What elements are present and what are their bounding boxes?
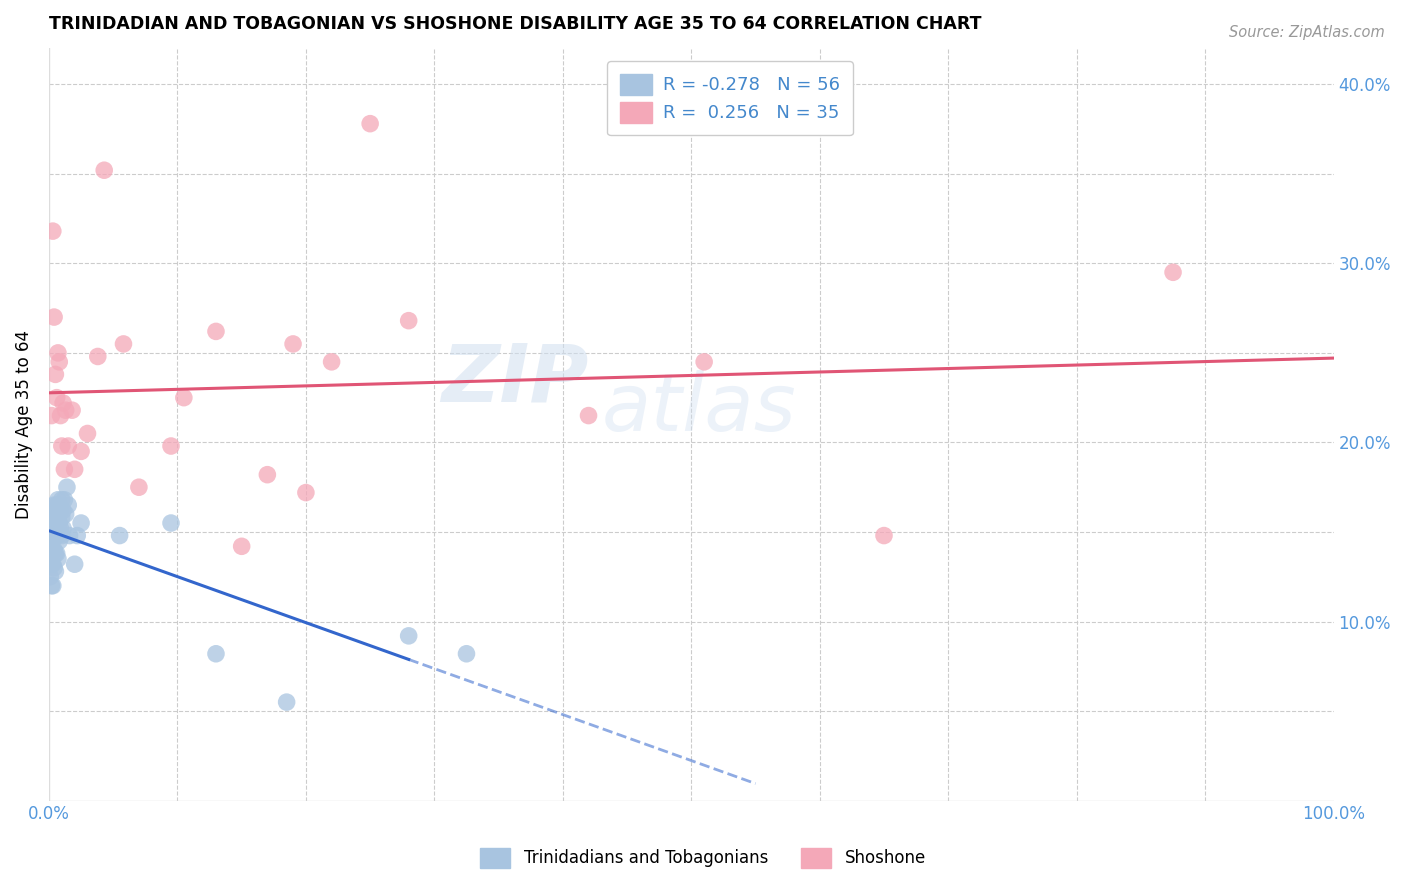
Point — [112, 337, 135, 351]
Point — [56, 480, 79, 494]
Text: atlas: atlas — [602, 370, 796, 449]
Point — [1161, 265, 1184, 279]
Point — [45, 528, 67, 542]
Point — [46, 510, 69, 524]
Point — [51, 492, 73, 507]
Point — [58, 439, 80, 453]
Point — [48, 533, 70, 548]
Point — [42, 542, 65, 557]
Point — [44, 565, 66, 579]
Point — [63, 558, 86, 572]
Point — [49, 409, 72, 423]
Point — [173, 391, 195, 405]
Point — [39, 533, 62, 548]
Point — [160, 516, 183, 530]
Text: Source: ZipAtlas.com: Source: ZipAtlas.com — [1229, 25, 1385, 40]
Point — [205, 647, 228, 661]
Point — [66, 528, 89, 542]
Point — [41, 516, 63, 530]
Y-axis label: Disability Age 35 to 64: Disability Age 35 to 64 — [15, 330, 32, 519]
Point — [45, 546, 67, 560]
Point — [42, 507, 65, 521]
Point — [44, 546, 66, 560]
Point — [46, 528, 69, 542]
Point — [873, 528, 896, 542]
Point — [231, 539, 253, 553]
Point — [321, 355, 343, 369]
Point — [108, 528, 131, 542]
Point — [76, 426, 98, 441]
Point — [160, 439, 183, 453]
Text: ZIP: ZIP — [441, 341, 589, 418]
Point — [44, 516, 66, 530]
Point — [51, 528, 73, 542]
Point — [53, 492, 76, 507]
Point — [41, 409, 63, 423]
Point — [276, 695, 298, 709]
Point — [51, 510, 73, 524]
Point — [39, 552, 62, 566]
Point — [42, 224, 65, 238]
Point — [52, 521, 75, 535]
Point — [93, 163, 115, 178]
Legend: R = -0.278   N = 56, R =  0.256   N = 35: R = -0.278 N = 56, R = 0.256 N = 35 — [607, 62, 852, 136]
Point — [359, 117, 381, 131]
Point — [48, 516, 70, 530]
Point — [46, 492, 69, 507]
Point — [42, 528, 65, 542]
Point — [58, 498, 80, 512]
Point — [63, 462, 86, 476]
Point — [48, 498, 70, 512]
Point — [52, 503, 75, 517]
Point — [41, 528, 63, 542]
Point — [48, 355, 70, 369]
Point — [70, 516, 93, 530]
Point — [42, 558, 65, 572]
Point — [49, 521, 72, 535]
Point — [41, 542, 63, 557]
Point — [52, 396, 75, 410]
Point — [49, 503, 72, 517]
Point — [39, 570, 62, 584]
Text: TRINIDADIAN AND TOBAGONIAN VS SHOSHONE DISABILITY AGE 35 TO 64 CORRELATION CHART: TRINIDADIAN AND TOBAGONIAN VS SHOSHONE D… — [49, 15, 981, 33]
Point — [53, 462, 76, 476]
Point — [44, 503, 66, 517]
Point — [398, 313, 420, 327]
Point — [42, 542, 65, 557]
Point — [281, 337, 304, 351]
Point — [693, 355, 716, 369]
Point — [46, 346, 69, 360]
Point — [41, 579, 63, 593]
Point — [55, 403, 77, 417]
Point — [42, 310, 65, 324]
Point — [578, 409, 600, 423]
Point — [60, 403, 83, 417]
Point — [398, 629, 420, 643]
Legend: Trinidadians and Tobagonians, Shoshone: Trinidadians and Tobagonians, Shoshone — [468, 837, 938, 880]
Point — [45, 391, 67, 405]
Point — [45, 498, 67, 512]
Point — [51, 439, 73, 453]
Point — [44, 368, 66, 382]
Point — [55, 507, 77, 521]
Point — [41, 558, 63, 572]
Point — [205, 325, 228, 339]
Point — [42, 516, 65, 530]
Point — [70, 444, 93, 458]
Point — [46, 552, 69, 566]
Point — [295, 485, 318, 500]
Point — [58, 528, 80, 542]
Point — [128, 480, 150, 494]
Point — [42, 528, 65, 542]
Point — [42, 579, 65, 593]
Point — [44, 528, 66, 542]
Point — [42, 498, 65, 512]
Point — [87, 350, 110, 364]
Point — [45, 510, 67, 524]
Point — [456, 647, 478, 661]
Point — [42, 561, 65, 575]
Point — [256, 467, 278, 482]
Point — [42, 516, 65, 530]
